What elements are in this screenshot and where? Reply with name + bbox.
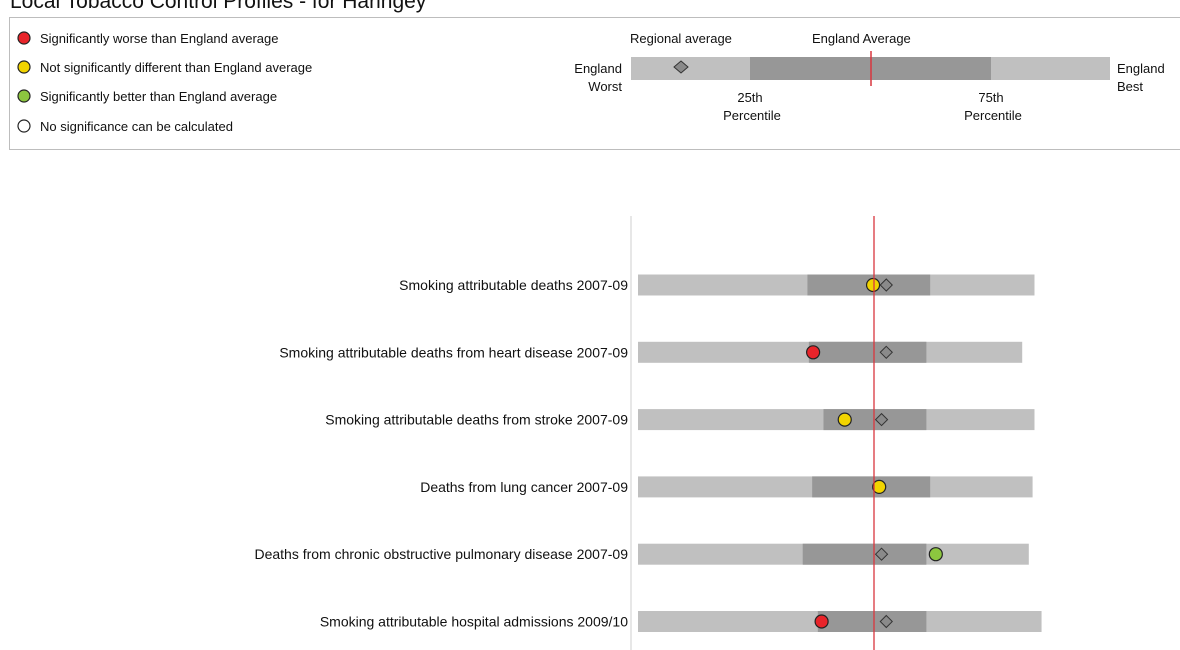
regional-average-marker [879,614,893,629]
iqr-bar [812,476,931,498]
legend-item-not-different: Not significantly different than England… [17,60,312,75]
scale-p75-label-2: Percentile [964,108,1022,123]
legend-better-dot [17,89,31,103]
page-title: Local Tobacco Control Profiles - for Har… [10,0,427,13]
iqr-bar [802,543,927,565]
indicator-label: Smoking attributable deaths from stroke … [325,412,628,428]
scale-regional-label: Regional average [630,31,732,46]
indicator-row: Deaths from chronic obstructive pulmonar… [254,543,1029,565]
scale-best-label-1: England [1117,61,1165,76]
legend-better-label: Significantly better than England averag… [40,89,277,104]
local-value-dot [872,479,887,494]
iqr-bar [808,341,927,363]
scale-p75-label-1: 75th [978,90,1003,105]
local-value-dot [814,614,829,629]
scale-regional-diamond [673,60,689,74]
scale-worst-label-2: Worst [588,79,622,94]
indicator-row: Deaths from lung cancer 2007-09 [420,476,1033,498]
scale-england-label: England Average [812,31,911,46]
indicator-row: Smoking attributable deaths from heart d… [279,341,1023,363]
indicator-label: Deaths from chronic obstructive pulmonar… [254,546,628,562]
indicator-label: Smoking attributable deaths 2007-09 [399,277,628,293]
scale-p25-label-2: Percentile [723,108,781,123]
indicator-label: Smoking attributable deaths from heart d… [279,344,628,360]
iqr-bar [817,611,927,632]
local-value-dot [806,345,821,360]
local-value-dot [865,277,881,293]
legend-not-different-dot [17,60,31,74]
legend-item-no-significance: No significance can be calculated [17,119,233,134]
legend-scale: Regional average England Average England… [574,31,1164,123]
indicator-row: Smoking attributable deaths from stroke … [325,409,1035,431]
legend-not-different-label: Not significantly different than England… [40,60,312,75]
indicator-row: Smoking attributable deaths 2007-09 [399,274,1035,296]
regional-average-marker [874,412,889,427]
local-value-dot [837,412,852,427]
local-value-dot [928,547,943,562]
legend-no-significance-dot [17,119,31,133]
indicator-label: Deaths from lung cancer 2007-09 [420,479,628,495]
indicator-rows: Smoking attributable deaths 2007-09 Smoki… [254,274,1042,632]
legend-worse-dot [17,31,31,45]
indicator-label: Smoking attributable hospital admissions… [320,614,628,630]
scale-best-label-2: Best [1117,79,1143,94]
regional-average-marker [879,345,893,360]
legend-no-significance-label: No significance can be calculated [40,119,233,134]
legend-worse-label: Significantly worse than England average [40,31,278,46]
regional-average-marker [879,278,893,292]
legend-significance: Significantly worse than England average… [17,31,312,134]
legend-box [9,17,1180,150]
regional-average-marker [874,547,889,561]
indicator-row: Smoking attributable hospital admissions… [320,611,1042,632]
scale-worst-label-1: England [574,61,622,76]
legend-item-better: Significantly better than England averag… [17,89,277,104]
legend-item-worse: Significantly worse than England average [17,31,278,46]
scale-p25-label-1: 25th [737,90,762,105]
